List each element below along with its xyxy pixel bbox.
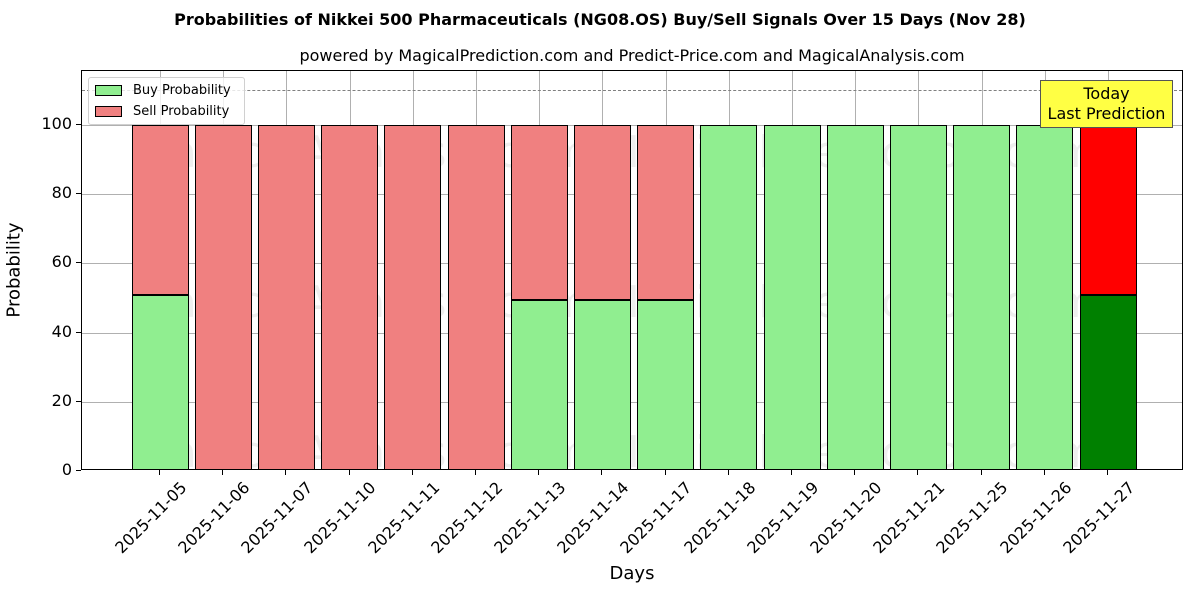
legend-label-buy: Buy Probability <box>133 82 231 98</box>
gridline-horizontal <box>82 263 1182 265</box>
bar-sell <box>321 124 379 469</box>
legend-item-buy: Buy Probability <box>95 82 231 98</box>
bar-buy <box>131 294 189 469</box>
legend-item-sell: Sell Probability <box>95 103 229 119</box>
x-tick <box>917 470 919 475</box>
legend-swatch-sell <box>95 105 122 117</box>
x-tick <box>411 470 413 475</box>
bar-buy <box>700 124 758 469</box>
bar-buy <box>889 124 947 469</box>
bar-sell <box>1079 124 1137 295</box>
x-tick <box>538 470 540 475</box>
bar-buy <box>573 300 631 469</box>
x-tick <box>475 470 476 475</box>
bar-buy <box>1016 124 1074 469</box>
y-tick-label: 80 <box>51 183 72 203</box>
y-tick <box>76 331 81 333</box>
y-axis-label: Probability <box>3 222 25 318</box>
x-tick <box>159 470 160 475</box>
reference-line <box>82 90 1182 92</box>
bar-buy <box>637 300 695 469</box>
bar-sell <box>447 124 505 469</box>
bar-buy <box>510 300 568 469</box>
y-tick-label: 20 <box>51 390 72 410</box>
x-tick <box>727 470 729 475</box>
bar-buy <box>953 124 1011 469</box>
annotation-line-1: Today <box>1083 84 1130 103</box>
x-tick <box>1107 470 1108 475</box>
y-tick <box>76 470 81 471</box>
bar-sell <box>510 124 568 301</box>
y-tick-label: 60 <box>51 252 72 272</box>
bar-sell <box>194 124 252 469</box>
legend: Buy Probability Sell Probability <box>88 77 245 125</box>
y-tick-label: 0 <box>61 460 72 479</box>
bar-sell <box>573 124 631 301</box>
bar-sell <box>637 124 695 301</box>
x-tick <box>348 470 350 475</box>
x-tick <box>285 470 287 475</box>
x-tick <box>980 470 982 475</box>
bar-buy <box>1079 294 1137 469</box>
x-tick <box>601 470 603 475</box>
x-tick <box>791 470 792 475</box>
legend-swatch-buy <box>95 84 122 96</box>
bar-sell <box>131 124 189 295</box>
legend-label-sell: Sell Probability <box>133 103 230 119</box>
y-tick <box>76 262 81 264</box>
gridline-horizontal <box>82 401 1182 403</box>
plot-area: MagicalAnalysis.comMagicalPrediction.com… <box>81 70 1183 470</box>
annotation-line-2: Last Prediction <box>1047 104 1166 123</box>
chart-title: Probabilities of Nikkei 500 Pharmaceutic… <box>174 10 1026 29</box>
y-tick <box>76 193 81 195</box>
gridline-horizontal <box>82 124 1182 126</box>
chart-subtitle: powered by MagicalPrediction.com and Pre… <box>299 46 965 65</box>
today-annotation: Today Last Prediction <box>1040 80 1173 128</box>
x-tick <box>854 470 856 475</box>
x-tick <box>664 470 666 475</box>
gridline-horizontal <box>82 194 1182 196</box>
x-axis-label: Days <box>609 563 655 584</box>
bar-sell <box>384 124 442 469</box>
y-tick <box>76 123 81 125</box>
bar-buy <box>826 124 884 469</box>
bar-sell <box>257 124 315 469</box>
bar-buy <box>763 124 821 469</box>
gridline-horizontal <box>82 332 1182 334</box>
y-tick <box>76 400 81 402</box>
y-tick-label: 100 <box>41 113 72 133</box>
y-tick-label: 40 <box>51 321 72 341</box>
x-tick <box>1043 470 1045 475</box>
x-tick <box>222 470 224 475</box>
